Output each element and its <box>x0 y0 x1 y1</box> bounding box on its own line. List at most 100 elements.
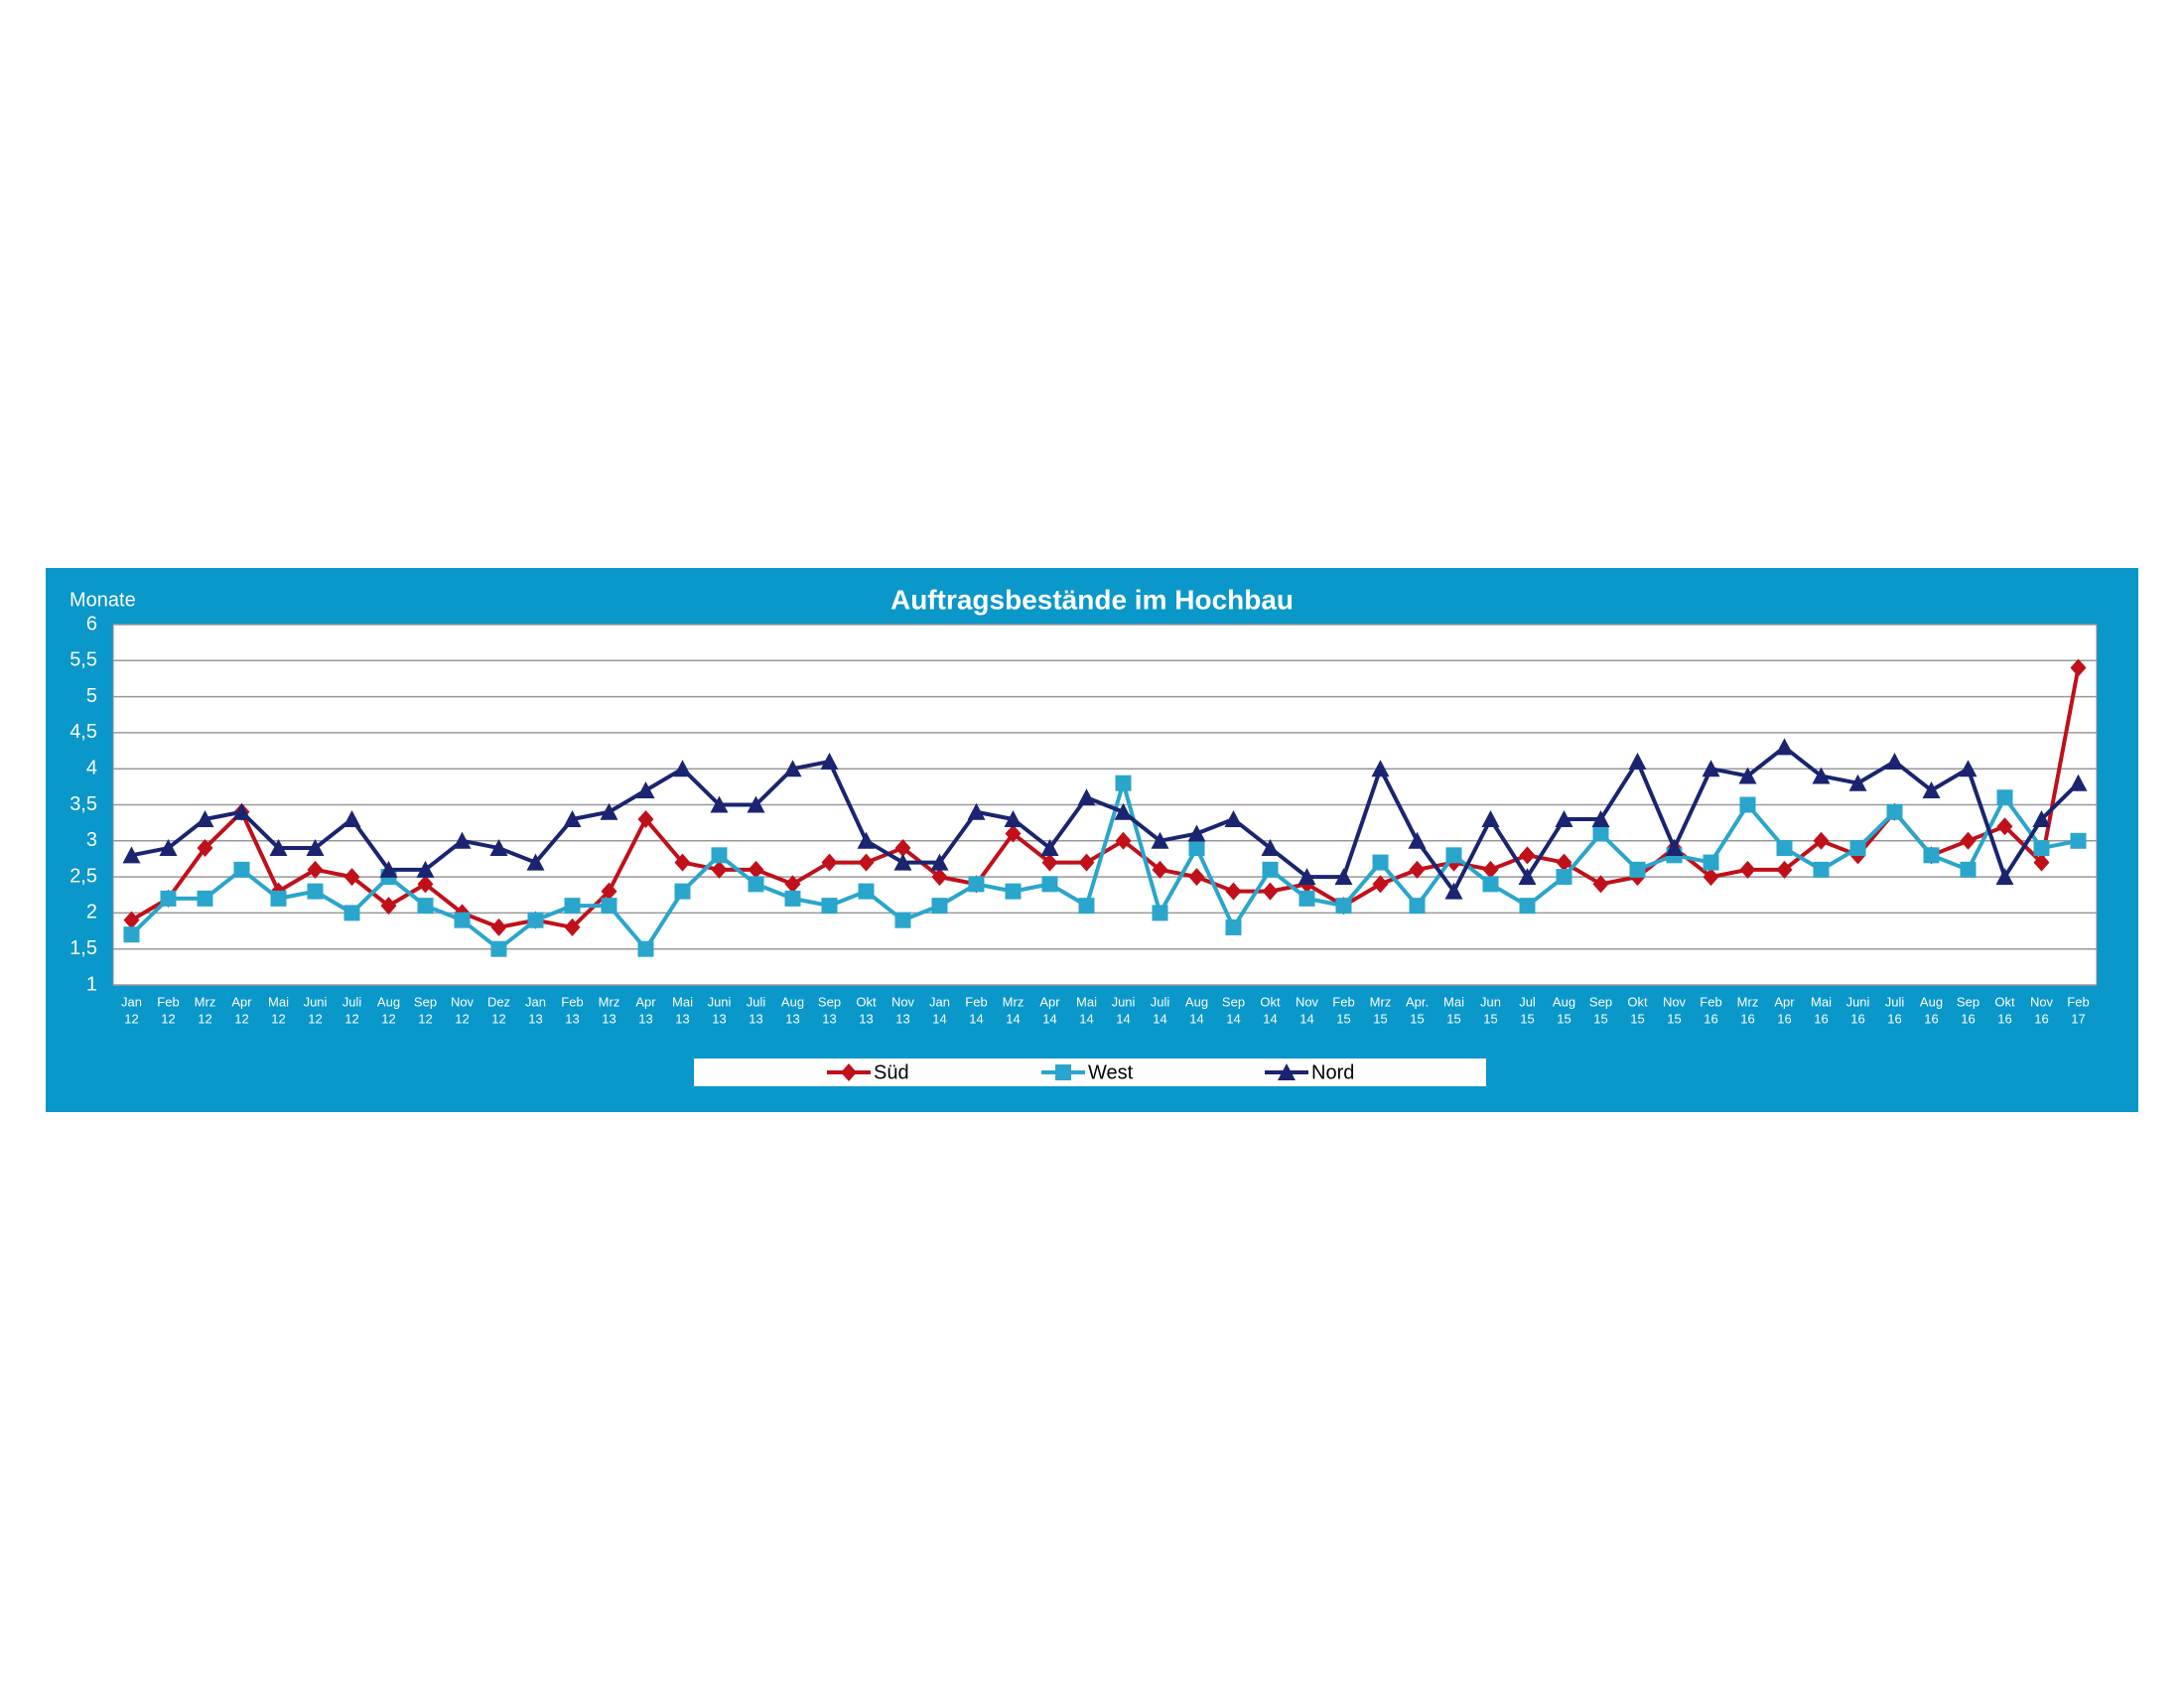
marker <box>1372 875 1389 894</box>
marker <box>1629 861 1646 878</box>
x-tick-label: Juni <box>304 994 328 1009</box>
marker <box>197 890 213 907</box>
marker <box>2070 832 2087 849</box>
legend-label: West <box>1088 1061 1134 1083</box>
x-tick-label: Okt <box>1994 994 2015 1009</box>
x-tick-label: 15 <box>1336 1011 1350 1026</box>
marker <box>123 926 140 943</box>
y-tick-label: 2 <box>86 902 97 923</box>
marker <box>527 912 544 928</box>
marker <box>379 860 398 878</box>
x-tick-label: 12 <box>381 1011 395 1026</box>
marker <box>1334 868 1353 886</box>
x-tick-label: Jan <box>121 994 142 1009</box>
marker <box>269 839 288 857</box>
x-tick-label: Mai <box>1443 994 1464 1009</box>
marker <box>857 831 876 849</box>
marker <box>1519 898 1536 915</box>
marker <box>1078 898 1095 915</box>
x-tick-label: 13 <box>749 1011 762 1026</box>
x-tick-label: Nov <box>1296 994 1319 1009</box>
marker <box>1297 868 1316 886</box>
marker <box>1187 824 1206 842</box>
x-tick-label: Mai <box>268 994 289 1009</box>
x-tick-label: 14 <box>969 1011 983 1026</box>
x-tick-label: 15 <box>1373 1011 1387 1026</box>
marker <box>1225 918 1242 935</box>
legend <box>694 1058 1486 1086</box>
marker <box>1739 860 1756 879</box>
marker <box>930 853 949 871</box>
x-tick-label: Nov <box>451 994 475 1009</box>
marker <box>1188 868 1205 887</box>
marker <box>1922 780 1941 798</box>
x-tick-label: Feb <box>965 994 987 1009</box>
x-tick-label: 13 <box>785 1011 799 1026</box>
marker <box>416 860 435 878</box>
marker <box>931 868 948 887</box>
x-tick-label: Mai <box>1811 994 1832 1009</box>
x-tick-label: Jul <box>1519 994 1536 1009</box>
x-tick-label: 16 <box>1704 1011 1717 1026</box>
marker <box>1665 839 1684 857</box>
marker <box>489 839 508 857</box>
marker <box>2070 658 2087 677</box>
marker <box>1225 882 1242 901</box>
marker <box>307 883 324 900</box>
marker <box>637 940 654 957</box>
marker <box>123 911 140 929</box>
legend-label: Süd <box>874 1061 909 1083</box>
marker <box>968 876 985 893</box>
x-tick-label: 16 <box>2034 1011 2048 1026</box>
marker <box>601 882 617 901</box>
x-tick-label: 14 <box>1006 1011 1020 1026</box>
marker <box>1923 847 1940 864</box>
marker <box>197 839 213 858</box>
y-tick-label: 6 <box>86 613 97 635</box>
marker <box>1996 789 2013 806</box>
x-tick-label: Nov <box>2030 994 2054 1009</box>
x-tick-label: Apr <box>231 994 252 1009</box>
marker <box>1078 853 1095 872</box>
x-tick-label: Juli <box>1885 994 1905 1009</box>
marker <box>1004 810 1023 828</box>
x-tick-label: Juni <box>1846 994 1870 1009</box>
marker <box>1813 861 1830 878</box>
x-tick-label: Juni <box>708 994 732 1009</box>
x-tick-label: Feb <box>157 994 179 1009</box>
marker <box>783 760 802 777</box>
x-tick-label: 15 <box>1520 1011 1534 1026</box>
marker <box>1261 839 1280 857</box>
marker <box>454 912 471 928</box>
y-tick-label: 5 <box>86 685 97 707</box>
marker <box>1739 796 1756 813</box>
marker <box>564 917 581 936</box>
x-tick-label: 16 <box>1850 1011 1864 1026</box>
x-tick-label: 14 <box>1299 1011 1313 1026</box>
marker <box>1005 824 1022 843</box>
marker <box>1518 868 1537 886</box>
marker <box>1519 846 1536 865</box>
legend-label: Nord <box>1311 1061 1354 1083</box>
marker <box>2033 840 2050 857</box>
marker <box>1115 831 1132 850</box>
marker <box>1152 860 1168 879</box>
y-tick-label: 4 <box>86 757 97 778</box>
x-tick-label: 14 <box>1042 1011 1056 1026</box>
x-tick-label: 14 <box>1079 1011 1093 1026</box>
x-tick-label: Mrz <box>599 994 620 1009</box>
marker <box>1115 775 1132 791</box>
marker <box>564 898 581 915</box>
marker <box>1556 869 1572 886</box>
x-tick-label: Nov <box>891 994 915 1009</box>
marker <box>784 890 801 907</box>
x-tick-label: Juli <box>1151 994 1170 1009</box>
x-tick-label: 12 <box>455 1011 469 1026</box>
x-tick-label: 15 <box>1630 1011 1644 1026</box>
marker <box>820 752 839 770</box>
x-tick-label: 13 <box>859 1011 873 1026</box>
y-tick-label: 2,5 <box>69 865 97 887</box>
marker <box>1041 876 1058 893</box>
x-tick-label: 13 <box>638 1011 652 1026</box>
